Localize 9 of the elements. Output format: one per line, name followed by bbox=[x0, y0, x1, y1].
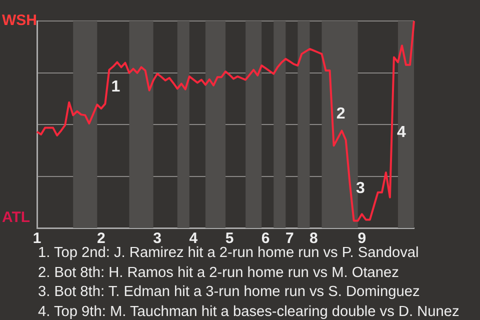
text: WSH bbox=[2, 12, 37, 30]
annotation: 1 bbox=[111, 78, 120, 96]
text: ATL bbox=[2, 209, 30, 226]
annotation: 4 bbox=[397, 124, 406, 142]
text: 3. Bot 8th: T. Edman hit a 3-run home run vs S. Dominguez bbox=[38, 283, 421, 302]
text: 2. Bot 8th: H. Ramos hit a 2-run home run vs M. Otanez bbox=[38, 264, 400, 282]
text: 4. Top 9th: M. Tauchman hit a bases-clearing double vs D. Nunez bbox=[38, 302, 460, 320]
annotation: 2 bbox=[336, 106, 346, 123]
annotation: 3 bbox=[356, 180, 365, 198]
